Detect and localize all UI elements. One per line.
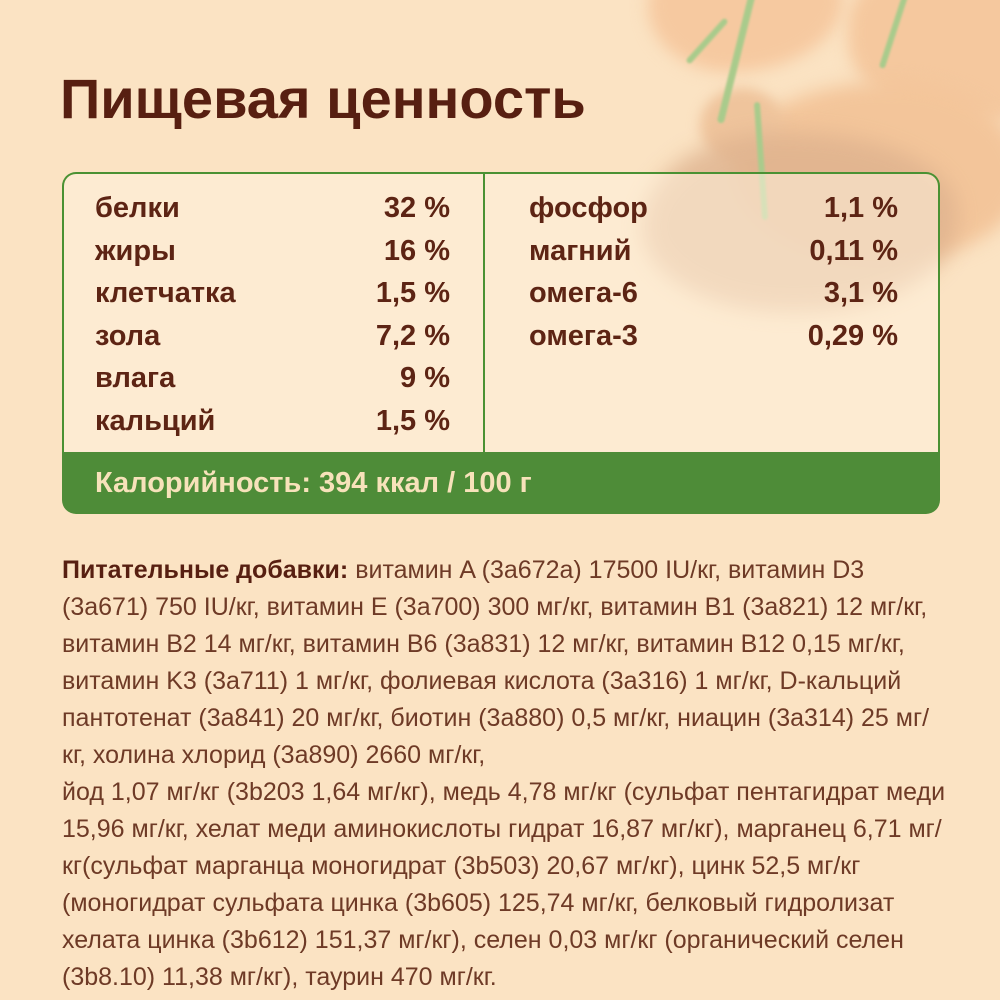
calories-text: Калорийность: 394 ккал / 100 г	[95, 466, 532, 499]
nutrient-row: влага 9 %	[95, 357, 450, 400]
nutrient-label: белки	[95, 192, 180, 224]
nutrient-value: 16 %	[383, 234, 450, 267]
additives-text-line2: йод 1,07 мг/кг (3b203 1,64 мг/кг), медь …	[62, 778, 946, 991]
nutrient-value: 0,11 %	[809, 234, 898, 267]
nutrient-label: омега-3	[529, 319, 638, 352]
flower-blob-icon	[648, 0, 843, 72]
flower-blob-icon	[700, 88, 784, 162]
nutrient-label: влага	[95, 362, 176, 395]
nutrition-table: белки 32 % жиры 16 % клетчатка 1,5 % зол…	[62, 172, 940, 452]
calories-bar: Калорийность: 394 ккал / 100 г	[62, 452, 940, 514]
flower-stem-icon	[685, 17, 729, 65]
nutrient-row: жиры 16 %	[95, 230, 450, 273]
nutrient-label: клетчатка	[95, 277, 236, 310]
nutrient-label: магний	[529, 234, 632, 267]
nutrient-row: омега-3 0,29 %	[529, 315, 898, 358]
nutrient-row: клетчатка 1,5 %	[95, 272, 450, 315]
additives-heading: Питательные добавки:	[62, 556, 356, 584]
nutrient-row: фосфор 1,1 %	[529, 187, 898, 230]
flower-stem-icon	[716, 0, 757, 124]
nutrient-value: 9 %	[400, 362, 450, 395]
nutrient-row: белки 32 %	[95, 187, 450, 230]
nutrition-column-left: белки 32 % жиры 16 % клетчатка 1,5 % зол…	[64, 174, 485, 452]
nutrient-row: магний 0,11 %	[529, 230, 898, 273]
nutrient-value: 1,5 %	[375, 277, 450, 310]
nutrient-label: зола	[95, 319, 161, 352]
nutrition-card: белки 32 % жиры 16 % клетчатка 1,5 % зол…	[62, 172, 940, 514]
nutrient-value: 32 %	[383, 192, 450, 224]
nutrient-row: омега-6 3,1 %	[529, 272, 898, 315]
nutrient-value: 7,2 %	[375, 319, 450, 352]
nutrient-value: 3,1 %	[823, 277, 898, 310]
nutrient-value: 1,1 %	[823, 192, 898, 224]
nutrient-row: кальций 1,5 %	[95, 400, 450, 443]
nutrient-label: омега-6	[529, 277, 638, 310]
nutrient-value: 0,29 %	[807, 319, 898, 352]
nutrient-value: 1,5 %	[375, 404, 450, 437]
nutrient-label: жиры	[95, 234, 176, 267]
nutrient-label: кальций	[95, 404, 216, 437]
nutrient-row: зола 7,2 %	[95, 315, 450, 358]
flower-blob-icon	[848, 0, 1000, 122]
additives-paragraph: Питательные добавки: витамин A (3a672a) …	[62, 552, 946, 996]
flower-stem-icon	[878, 0, 910, 69]
nutrient-label: фосфор	[529, 192, 648, 224]
nutrition-column-right: фосфор 1,1 % магний 0,11 % омега-6 3,1 %…	[485, 174, 938, 452]
page-title: Пищевая ценность	[60, 67, 586, 130]
additives-text-line1: витамин A (3a672a) 17500 IU/кг, витамин …	[62, 556, 930, 769]
